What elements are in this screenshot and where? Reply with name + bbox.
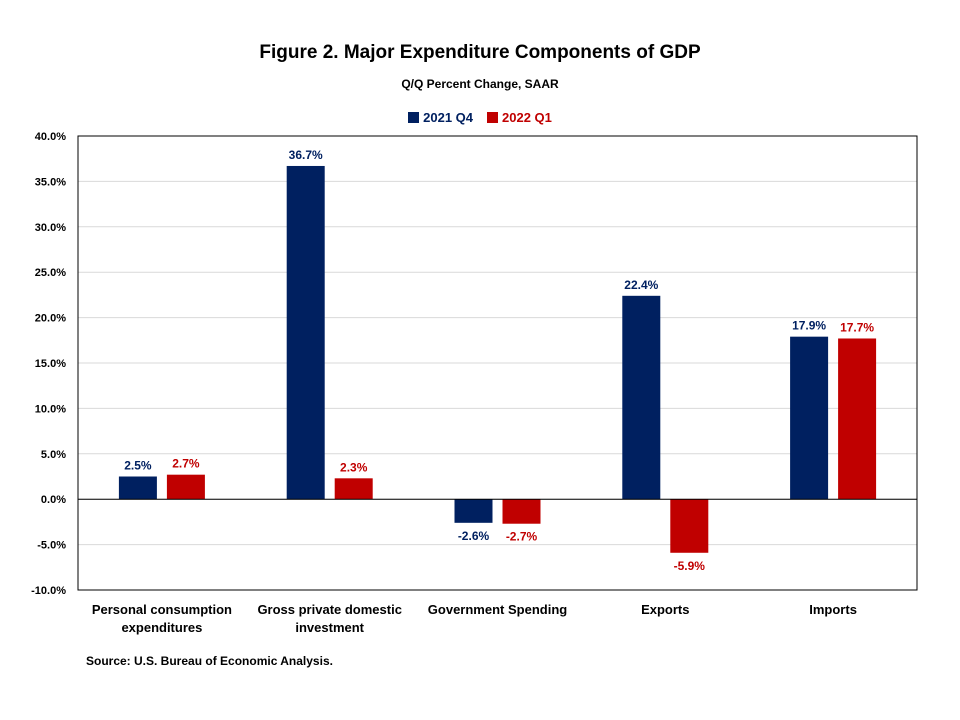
category-label: Exports xyxy=(641,602,689,617)
bar-2021-q4 xyxy=(118,476,157,500)
source-note: Source: U.S. Bureau of Economic Analysis… xyxy=(86,654,333,668)
y-tick-label: 30.0% xyxy=(35,222,66,234)
legend-item-2022-q1: 2022 Q1 xyxy=(487,110,552,125)
data-label: 2.3% xyxy=(340,460,368,474)
bar-2022-q1 xyxy=(670,499,709,553)
data-label: -5.9% xyxy=(674,559,706,573)
chart-subtitle: Q/Q Percent Change, SAAR xyxy=(401,77,559,91)
legend-label-2021-q4: 2021 Q4 xyxy=(423,110,473,125)
data-label: 2.7% xyxy=(172,457,200,471)
bar-2021-q4 xyxy=(790,336,829,500)
bar-2021-q4 xyxy=(622,295,661,500)
category-label: Personal consumption xyxy=(92,602,232,617)
category-label: investment xyxy=(295,620,364,635)
y-tick-label: 35.0% xyxy=(35,176,66,188)
y-tick-label: 10.0% xyxy=(35,403,66,415)
y-tick-label: -5.0% xyxy=(37,540,66,552)
y-tick-label: 15.0% xyxy=(35,358,66,370)
data-label: 36.7% xyxy=(289,148,323,162)
data-label: 17.9% xyxy=(792,319,826,333)
y-tick-label: 40.0% xyxy=(35,131,66,143)
y-tick-label: 20.0% xyxy=(35,313,66,325)
category-label: Imports xyxy=(809,602,857,617)
legend: 2021 Q4 2022 Q1 xyxy=(0,110,960,125)
y-tick-label: 5.0% xyxy=(41,449,66,461)
bar-2021-q4 xyxy=(286,165,325,500)
data-label: -2.6% xyxy=(458,529,490,543)
data-label: 17.7% xyxy=(840,320,874,334)
y-tick-label: 25.0% xyxy=(35,267,66,279)
category-label: Gross private domestic xyxy=(257,602,402,617)
y-tick-label: -10.0% xyxy=(31,585,66,597)
plot-border xyxy=(77,135,918,591)
bar-2022-q1 xyxy=(334,478,373,500)
bar-2021-q4 xyxy=(454,499,493,523)
legend-swatch-2022-q1 xyxy=(487,112,498,123)
bar-2022-q1 xyxy=(838,338,877,500)
data-label: 2.5% xyxy=(124,459,152,473)
data-label: 22.4% xyxy=(624,278,658,292)
legend-item-2021-q4: 2021 Q4 xyxy=(408,110,473,125)
bar-2022-q1 xyxy=(166,474,205,500)
legend-swatch-2021-q4 xyxy=(408,112,420,123)
data-label: -2.7% xyxy=(506,530,538,544)
category-label: expenditures xyxy=(121,620,202,635)
bar-2022-q1 xyxy=(502,499,541,524)
category-label: Government Spending xyxy=(428,602,567,617)
chart-title: Figure 2. Major Expenditure Components o… xyxy=(259,42,701,63)
y-tick-label: 0.0% xyxy=(41,494,66,506)
legend-label-2022-q1: 2022 Q1 xyxy=(502,110,552,125)
